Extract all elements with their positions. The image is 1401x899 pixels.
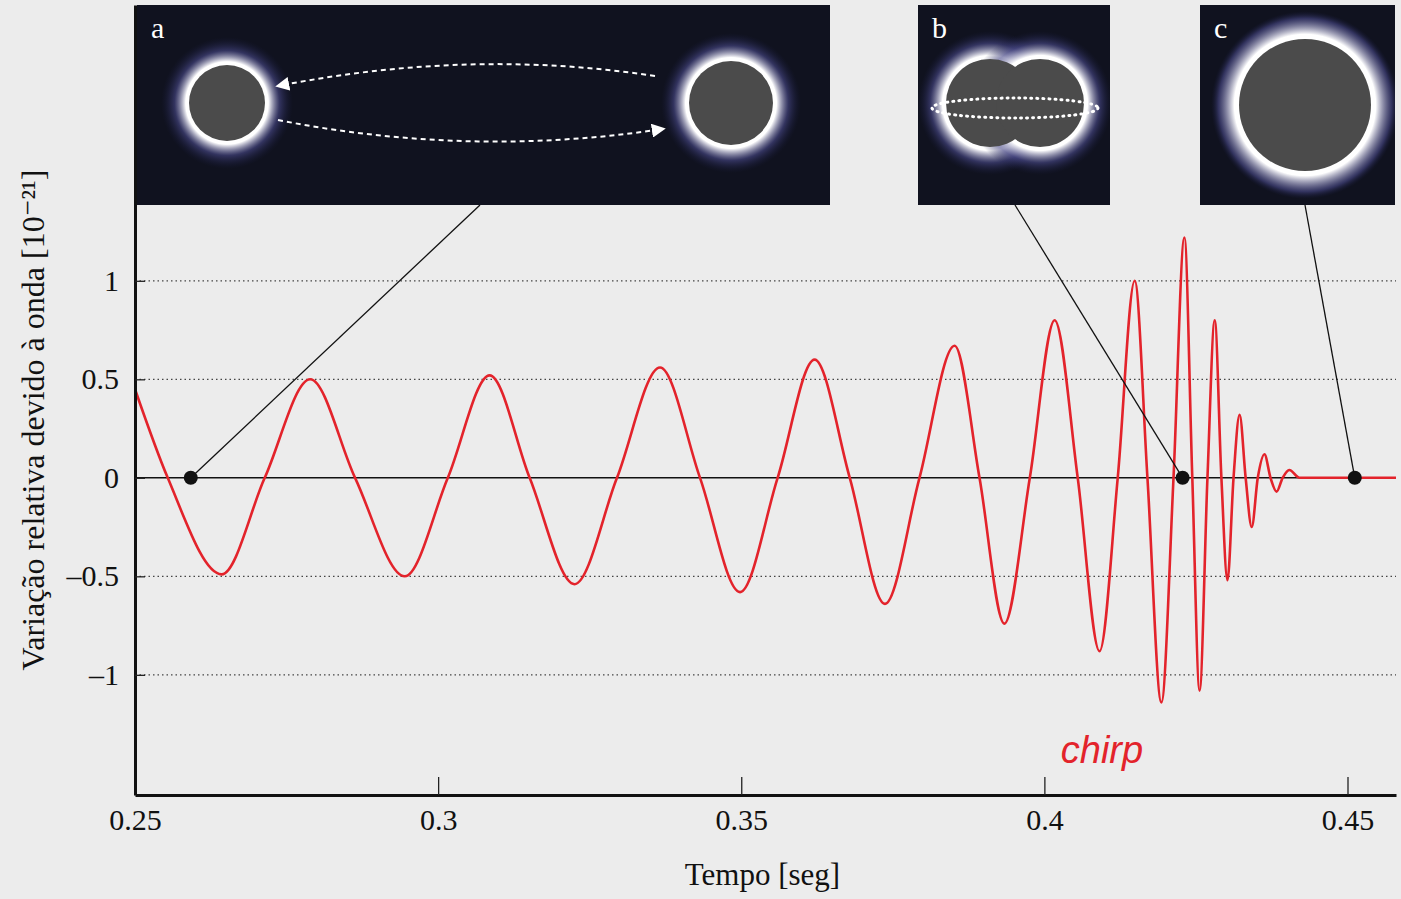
inset: c [1200, 5, 1399, 205]
x-tick: 0.45 [1322, 777, 1375, 836]
x-tick: 0.4 [1026, 777, 1064, 836]
y-axis-line [134, 6, 137, 796]
black-hole [1239, 39, 1371, 171]
inset-drawing [918, 31, 1110, 175]
panel-letter: a [151, 11, 164, 44]
glow [661, 33, 801, 173]
orbit [932, 98, 1098, 118]
marker-dot [184, 471, 198, 485]
y-tick-label: –1 [88, 658, 119, 691]
black-hole [189, 65, 265, 141]
y-tick-mark [135, 281, 145, 282]
x-tick-label: 0.4 [1026, 803, 1064, 836]
x-tick: 0.3 [420, 777, 458, 836]
x-tick-label: 0.35 [716, 803, 769, 836]
y-tick: –0.5 [66, 559, 146, 592]
y-axis-title: Variação relativa devido à onda [10⁻²¹] [15, 170, 51, 671]
y-tick-mark [135, 576, 145, 577]
y-tick-mark [135, 379, 145, 380]
marker-dot [1348, 471, 1362, 485]
marker-dots [184, 471, 1362, 485]
grid-line [135, 280, 1396, 281]
y-tick: –1 [88, 658, 145, 691]
strain-line [135, 237, 1396, 702]
y-tick: 0.5 [82, 362, 146, 395]
x-axis: 0.25 0.3 0.35 0.4 0.45 [109, 777, 1396, 836]
plot: 0.25 0.3 0.35 0.4 0.45 –1 –0.5 0 0.5 1 [66, 6, 1397, 837]
y-tick-label: –0.5 [66, 559, 120, 592]
orbit-arrow [278, 120, 663, 142]
y-tick-label: 0.5 [82, 362, 120, 395]
inset: b [918, 5, 1112, 205]
x-tick-label: 0.25 [109, 803, 162, 836]
orbit-arrow [278, 64, 655, 86]
x-tick-label: 0.45 [1322, 803, 1375, 836]
x-axis-line [136, 794, 1397, 797]
leader-line [1015, 205, 1183, 478]
y-tick: 1 [104, 264, 145, 297]
grid-line [135, 379, 1396, 380]
y-tick-label: 1 [104, 264, 119, 297]
insets: a b c [137, 5, 1399, 478]
glow [161, 37, 293, 169]
x-tick-mark [1347, 777, 1348, 795]
panel-letter: b [932, 11, 947, 44]
x-tick: 0.35 [716, 777, 769, 836]
inset-background [137, 5, 830, 205]
y-tick-mark [135, 675, 145, 676]
x-axis-title: Tempo [seg] [685, 857, 840, 892]
grid-line [135, 576, 1396, 577]
black-hole [996, 59, 1084, 147]
glow [1211, 11, 1395, 199]
inset: a [137, 5, 830, 205]
inset-drawing [1211, 11, 1395, 199]
annotation: chirp [1061, 729, 1143, 771]
x-tick-mark [741, 777, 742, 795]
marker-dot [1176, 471, 1190, 485]
y-axis: –1 –0.5 0 0.5 1 [66, 6, 146, 796]
x-tick-mark [1044, 777, 1045, 795]
y-tick-mark [135, 478, 145, 479]
series [135, 237, 1396, 702]
inset-drawing [161, 33, 801, 173]
y-tick-label: 0 [104, 461, 119, 494]
grid-line [135, 674, 1396, 675]
panel-letter: c [1214, 11, 1227, 44]
black-hole [689, 61, 773, 145]
y-tick: 0 [104, 461, 145, 494]
x-tick-mark [438, 777, 439, 795]
leader-line [191, 205, 480, 478]
leader-line [1305, 205, 1355, 478]
chart: 0.25 0.3 0.35 0.4 0.45 –1 –0.5 0 0.5 1 Tempo [seg]… [0, 0, 1401, 899]
inset-background [918, 5, 1110, 205]
x-tick-label: 0.3 [420, 803, 458, 836]
